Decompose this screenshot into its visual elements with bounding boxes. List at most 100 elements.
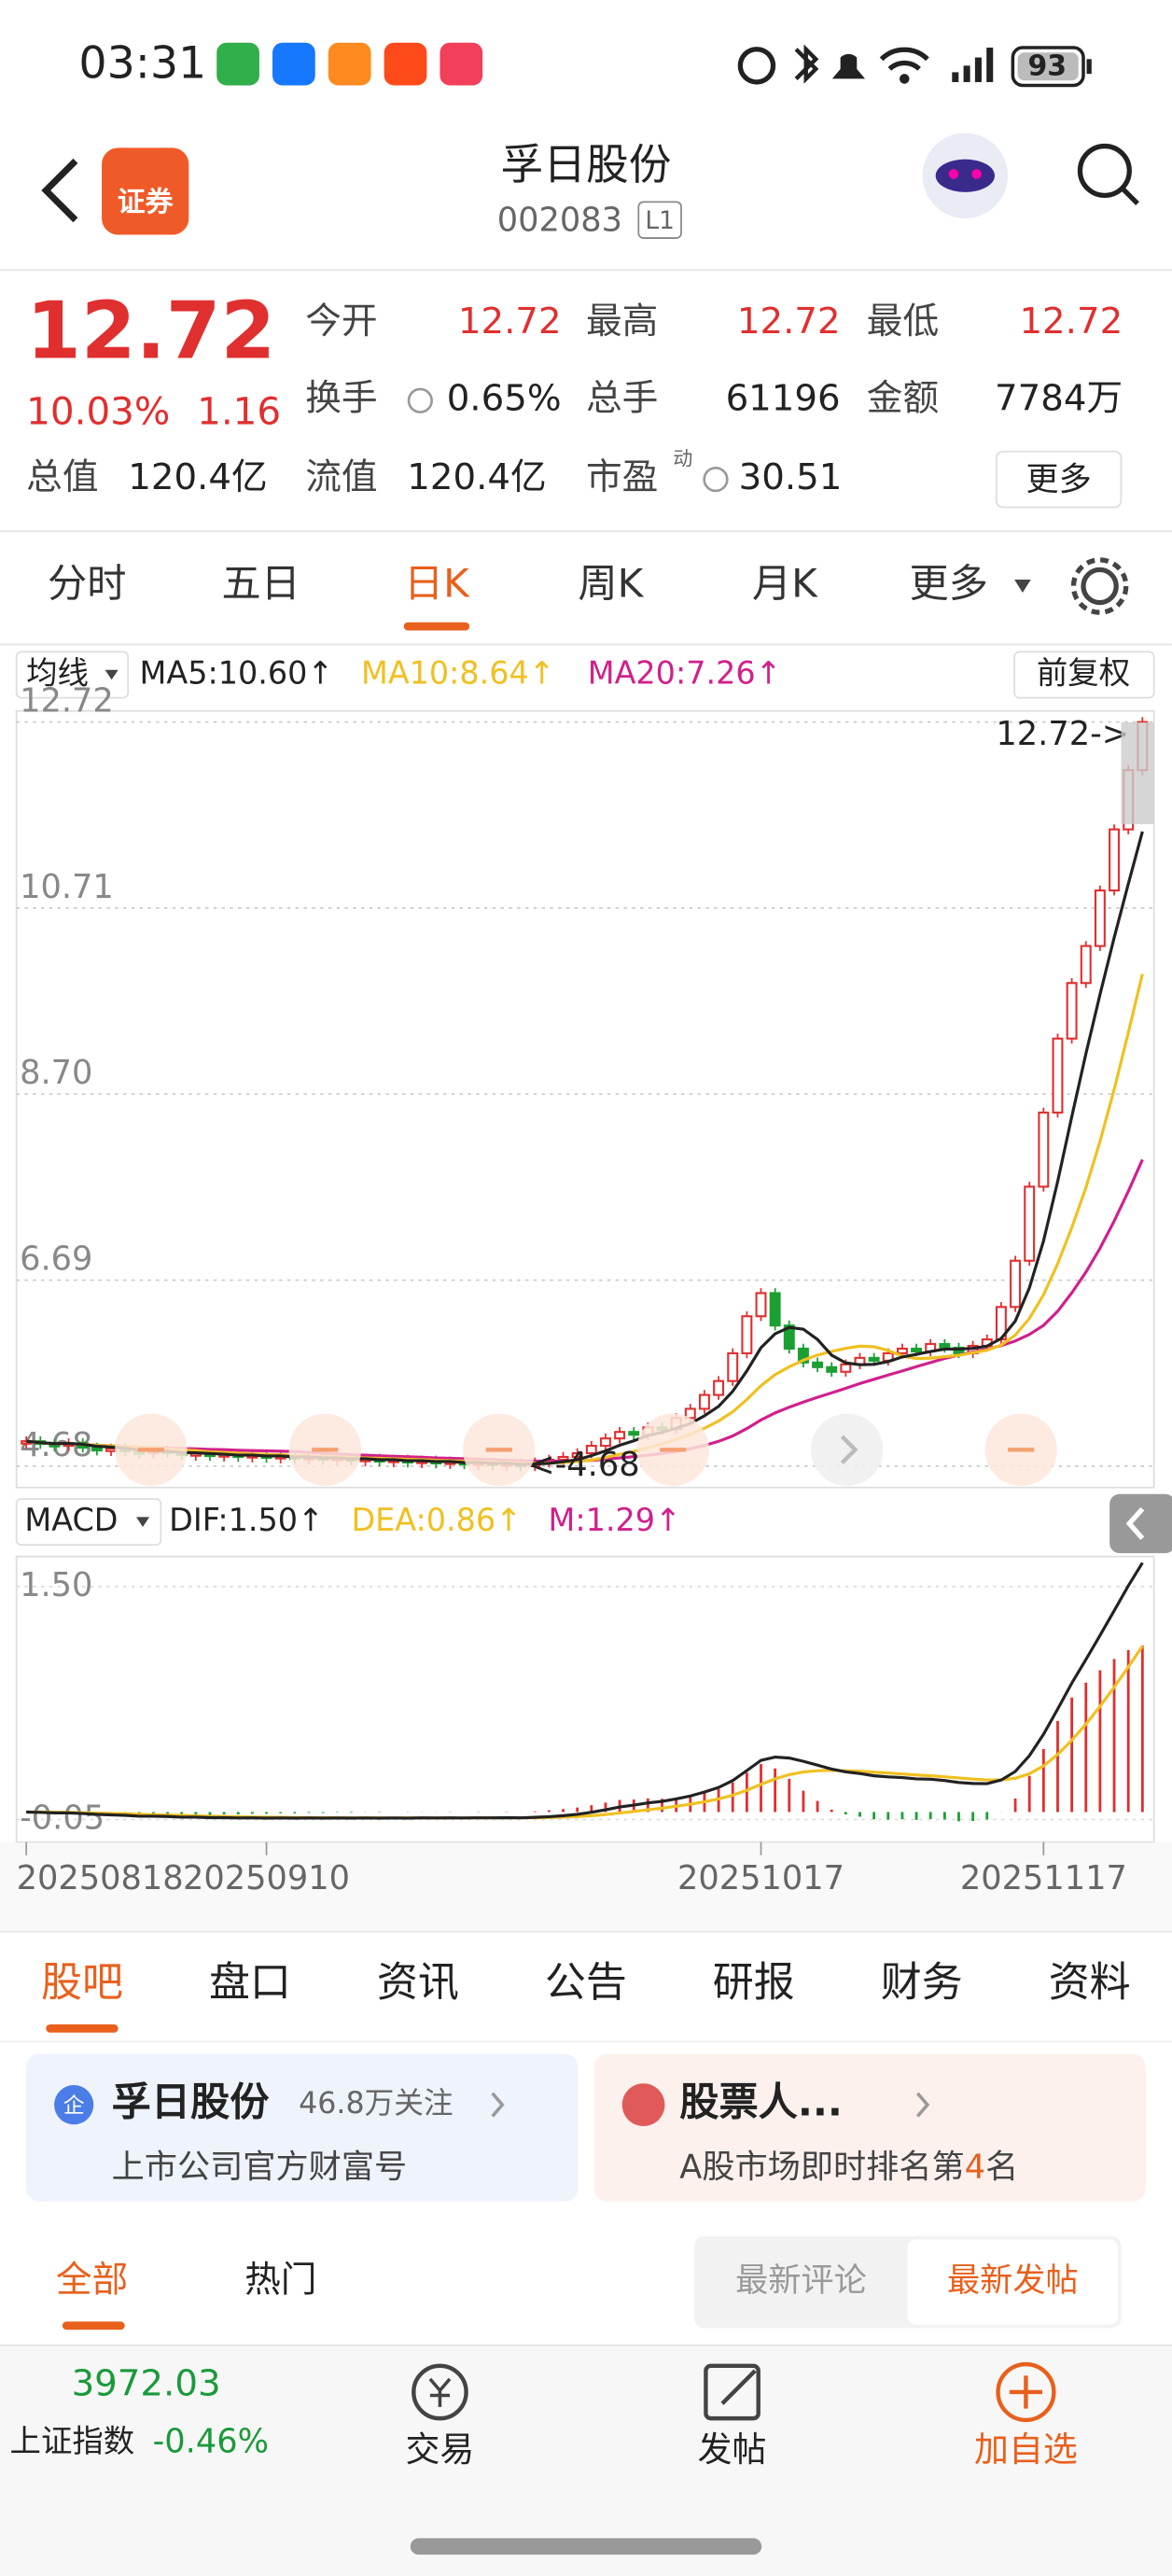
- section-tab[interactable]: 盘口: [209, 1959, 291, 2007]
- quote-value: 12.72: [1019, 301, 1123, 343]
- ma-label: MA5:10.60↑: [140, 654, 334, 691]
- divider: [0, 2344, 1172, 2346]
- adjust-button-text[interactable]: 前复权: [1037, 654, 1130, 691]
- candle-body: [614, 1431, 626, 1440]
- candle-body: [812, 1361, 824, 1368]
- section-tab[interactable]: 资讯: [377, 1959, 459, 2007]
- card-title: 股票人...: [679, 2079, 843, 2125]
- period-tab[interactable]: 月K: [752, 560, 818, 606]
- period-tab[interactable]: 五日: [221, 560, 300, 606]
- section-tab[interactable]: 公告: [545, 1959, 627, 2007]
- level-box: [637, 201, 682, 239]
- footer-button[interactable]: 发帖: [698, 2429, 767, 2470]
- chart-control[interactable]: [288, 1413, 362, 1486]
- ma-select[interactable]: [15, 651, 130, 699]
- period-tab[interactable]: 分时: [48, 560, 126, 606]
- section-tab[interactable]: 财务: [881, 1959, 963, 2007]
- card-subtitle: A股市场即时排名第4名: [679, 2149, 1018, 2187]
- candle: [1094, 885, 1106, 951]
- assistant-avatar[interactable]: [922, 133, 1009, 218]
- adjust-button[interactable]: [1013, 651, 1155, 699]
- chart-control-bg[interactable]: [810, 1413, 884, 1486]
- candle-body: [1024, 1185, 1036, 1262]
- card[interactable]: [26, 2053, 579, 2202]
- date-strip: [0, 1841, 1172, 1931]
- scroll-indicator: [1121, 721, 1154, 825]
- chart-control[interactable]: [463, 1413, 536, 1486]
- chart-control[interactable]: [984, 1413, 1057, 1486]
- chart-control[interactable]: [636, 1413, 709, 1486]
- candle-body: [741, 1315, 753, 1354]
- candle-body: [585, 1445, 597, 1455]
- candle: [812, 1357, 824, 1373]
- candle-body: [628, 1431, 640, 1436]
- footer-button[interactable]: 交易: [406, 2429, 475, 2470]
- index-change[interactable]: -0.46%: [153, 2423, 269, 2461]
- add-icon: [996, 2361, 1056, 2423]
- index-value[interactable]: 3972.03: [72, 2362, 221, 2404]
- quote-value: 61196: [726, 378, 841, 420]
- chevron: [491, 2092, 505, 2118]
- candle-body: [91, 1447, 103, 1452]
- index-name[interactable]: 上证指数: [10, 2423, 135, 2459]
- candle: [614, 1426, 626, 1444]
- macd-select[interactable]: [15, 1498, 162, 1547]
- period-tab[interactable]: 日K: [404, 560, 470, 606]
- settings-button[interactable]: [1070, 557, 1129, 615]
- chart-control[interactable]: [810, 1413, 884, 1486]
- macd-line: [26, 1561, 1144, 1820]
- more-button-text[interactable]: 更多: [1026, 460, 1091, 498]
- candle-body: [599, 1437, 611, 1448]
- high-marker: 12.72->: [996, 715, 1129, 753]
- sort-option[interactable]: 最新发帖: [947, 2261, 1079, 2300]
- more-button[interactable]: [995, 450, 1123, 509]
- section-tab[interactable]: 股吧: [41, 1959, 123, 2007]
- quote-value: 120.4亿: [407, 456, 546, 498]
- quote-label: 最高: [586, 301, 658, 343]
- candle-body: [868, 1356, 880, 1362]
- chart-control-icon[interactable]: [840, 1435, 858, 1464]
- section-tab[interactable]: 研报: [713, 1959, 795, 2007]
- candle: [741, 1310, 753, 1359]
- macd-select-text[interactable]: MACD: [24, 1502, 118, 1538]
- change-pct: 10.03%: [26, 388, 170, 433]
- chart-control[interactable]: [115, 1413, 188, 1486]
- period-tab[interactable]: 周K: [578, 560, 644, 606]
- candle-body: [1080, 945, 1092, 985]
- app-badge: [102, 147, 189, 235]
- candle-body: [769, 1292, 781, 1327]
- footer: [0, 2344, 1172, 2576]
- ma-select-text[interactable]: 均线: [26, 654, 89, 691]
- back-button[interactable]: [41, 158, 78, 223]
- filter-tab[interactable]: 热门: [244, 2260, 316, 2302]
- dea-label: DEA:0.86↑: [351, 1502, 522, 1538]
- ma-label: MA10:8.64↑: [361, 654, 555, 691]
- quote-value: 7784万: [995, 378, 1123, 420]
- sort-active: [907, 2239, 1118, 2325]
- candle: [1010, 1255, 1022, 1312]
- app-icons: [216, 42, 483, 86]
- dif-label: DIF:1.50↑: [169, 1502, 324, 1538]
- card[interactable]: [593, 2053, 1146, 2202]
- low-marker: <-4.68: [527, 1446, 639, 1484]
- candle: [783, 1320, 795, 1354]
- app-badge-text: 证券: [118, 187, 174, 219]
- battery-level: 93: [1027, 50, 1067, 83]
- section-tab[interactable]: 资料: [1049, 1959, 1131, 2007]
- stock-code: 002083: [497, 201, 622, 239]
- candle: [769, 1288, 781, 1331]
- m-label: M:1.29↑: [549, 1502, 681, 1538]
- collapse-button[interactable]: [1109, 1493, 1172, 1554]
- filter-tab[interactable]: 全部: [56, 2260, 128, 2302]
- info-icon: [703, 467, 729, 493]
- divider: [0, 530, 1172, 532]
- footer-button[interactable]: 加自选: [974, 2429, 1078, 2470]
- change: 1.16: [197, 388, 281, 433]
- period-tab[interactable]: 更多: [910, 560, 988, 606]
- candle: [1109, 824, 1121, 896]
- tab-underline: [46, 2023, 119, 2033]
- y-tick-label: 1.50: [20, 1566, 92, 1604]
- search-button[interactable]: [1077, 143, 1139, 205]
- sort-option[interactable]: 最新评论: [735, 2261, 867, 2300]
